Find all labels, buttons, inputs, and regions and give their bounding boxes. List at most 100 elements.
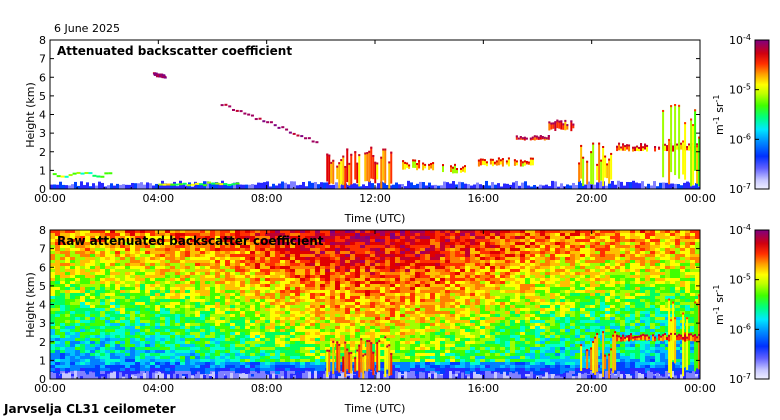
heat-cell <box>110 236 115 239</box>
heat-cell <box>670 233 675 236</box>
heat-cell <box>535 290 540 293</box>
heat-cell <box>360 308 365 311</box>
heat-cell <box>130 245 135 248</box>
heat-cell <box>245 266 250 269</box>
heat-cell <box>610 263 615 266</box>
heat-cell <box>230 275 235 278</box>
heat-cell <box>690 242 695 245</box>
heat-cell <box>160 257 165 260</box>
heat-cell <box>220 320 225 323</box>
heat-cell <box>330 263 335 266</box>
heat-cell <box>540 230 545 233</box>
heat-cell <box>385 233 390 236</box>
heat-cell <box>80 293 85 296</box>
heat-cell <box>450 323 455 326</box>
heat-cell <box>80 314 85 317</box>
heat-cell <box>585 305 590 308</box>
cloud-edge <box>332 159 335 162</box>
heat-cell <box>170 260 175 263</box>
heat-cell <box>185 242 190 245</box>
heat-cell <box>445 278 450 281</box>
heat-cell <box>375 239 380 242</box>
cloud-edge <box>690 118 693 121</box>
heat-cell <box>340 275 345 278</box>
heat-cell <box>305 233 310 236</box>
heat-cell <box>345 323 350 326</box>
heat-cell <box>300 269 305 272</box>
heat-cell <box>640 284 645 287</box>
heat-cell <box>425 314 430 317</box>
heat-cell <box>245 269 250 272</box>
heat-cell <box>530 323 535 326</box>
heat-cell <box>400 314 405 317</box>
heat-cell <box>150 293 155 296</box>
heat-cell <box>340 251 345 254</box>
heat-cell <box>310 320 315 323</box>
heat-cell <box>450 311 455 314</box>
cloud-edge <box>548 121 551 124</box>
heat-cell <box>545 290 550 293</box>
heat-cell <box>375 299 380 302</box>
heat-cell <box>660 314 665 317</box>
heat-cell <box>500 317 505 320</box>
heat-cell <box>465 326 470 329</box>
heat-cell <box>400 281 405 284</box>
heat-cell <box>610 230 615 233</box>
heat-cell <box>100 266 105 269</box>
heat-cell <box>685 284 690 287</box>
heat-cell <box>135 293 140 296</box>
bl-cell <box>476 182 479 189</box>
heat-cell <box>640 245 645 248</box>
heat-cell <box>275 242 280 245</box>
heat-cell <box>185 311 190 314</box>
heat-cell <box>80 254 85 257</box>
heat-cell <box>685 233 690 236</box>
cloud-edge <box>364 152 367 155</box>
cloud-cell <box>558 120 561 129</box>
heat-cell <box>430 284 435 287</box>
heat-cell <box>625 308 630 311</box>
layer-cell <box>227 183 232 186</box>
cloud-edge <box>558 120 561 123</box>
heat-cell <box>545 278 550 281</box>
heat-cell <box>485 326 490 329</box>
heat-cell <box>205 284 210 287</box>
heat-cell <box>335 323 340 326</box>
heat-cell <box>370 263 375 266</box>
heat-cell <box>325 236 330 239</box>
heat-cell <box>530 245 535 248</box>
heat-cell <box>245 278 250 281</box>
heat-cell <box>460 245 465 248</box>
heat-cell <box>370 311 375 314</box>
panel-title-1: Attenuated backscatter coefficient <box>57 44 292 58</box>
heat-cell <box>60 308 65 311</box>
cloud-edge <box>572 123 575 126</box>
heat-cell <box>465 230 470 233</box>
cloud-edge <box>485 161 488 164</box>
heat-cell <box>70 281 75 284</box>
heat-cell <box>215 287 220 290</box>
streak-cell <box>228 105 232 108</box>
heat-cell <box>75 281 80 284</box>
heat-cell <box>175 233 180 236</box>
heat-cell <box>445 305 450 308</box>
heat-cell <box>215 323 220 326</box>
layer-cell <box>104 172 109 175</box>
heat-cell <box>320 326 325 329</box>
bl-cell <box>50 184 53 189</box>
layer-cell <box>92 174 97 177</box>
heat-cell <box>355 314 360 317</box>
heat-cell <box>535 293 540 296</box>
heat-cell <box>280 311 285 314</box>
heat-cell <box>260 275 265 278</box>
heat-cell <box>635 317 640 320</box>
heat-cell <box>460 269 465 272</box>
heat-cell <box>115 269 120 272</box>
bl-cell <box>398 184 401 189</box>
heat-cell <box>365 233 370 236</box>
feature-cloud <box>442 163 466 174</box>
heat-cell <box>560 323 565 326</box>
heat-cell <box>135 305 140 308</box>
cloud-edge <box>550 122 553 125</box>
heat-cell <box>195 233 200 236</box>
